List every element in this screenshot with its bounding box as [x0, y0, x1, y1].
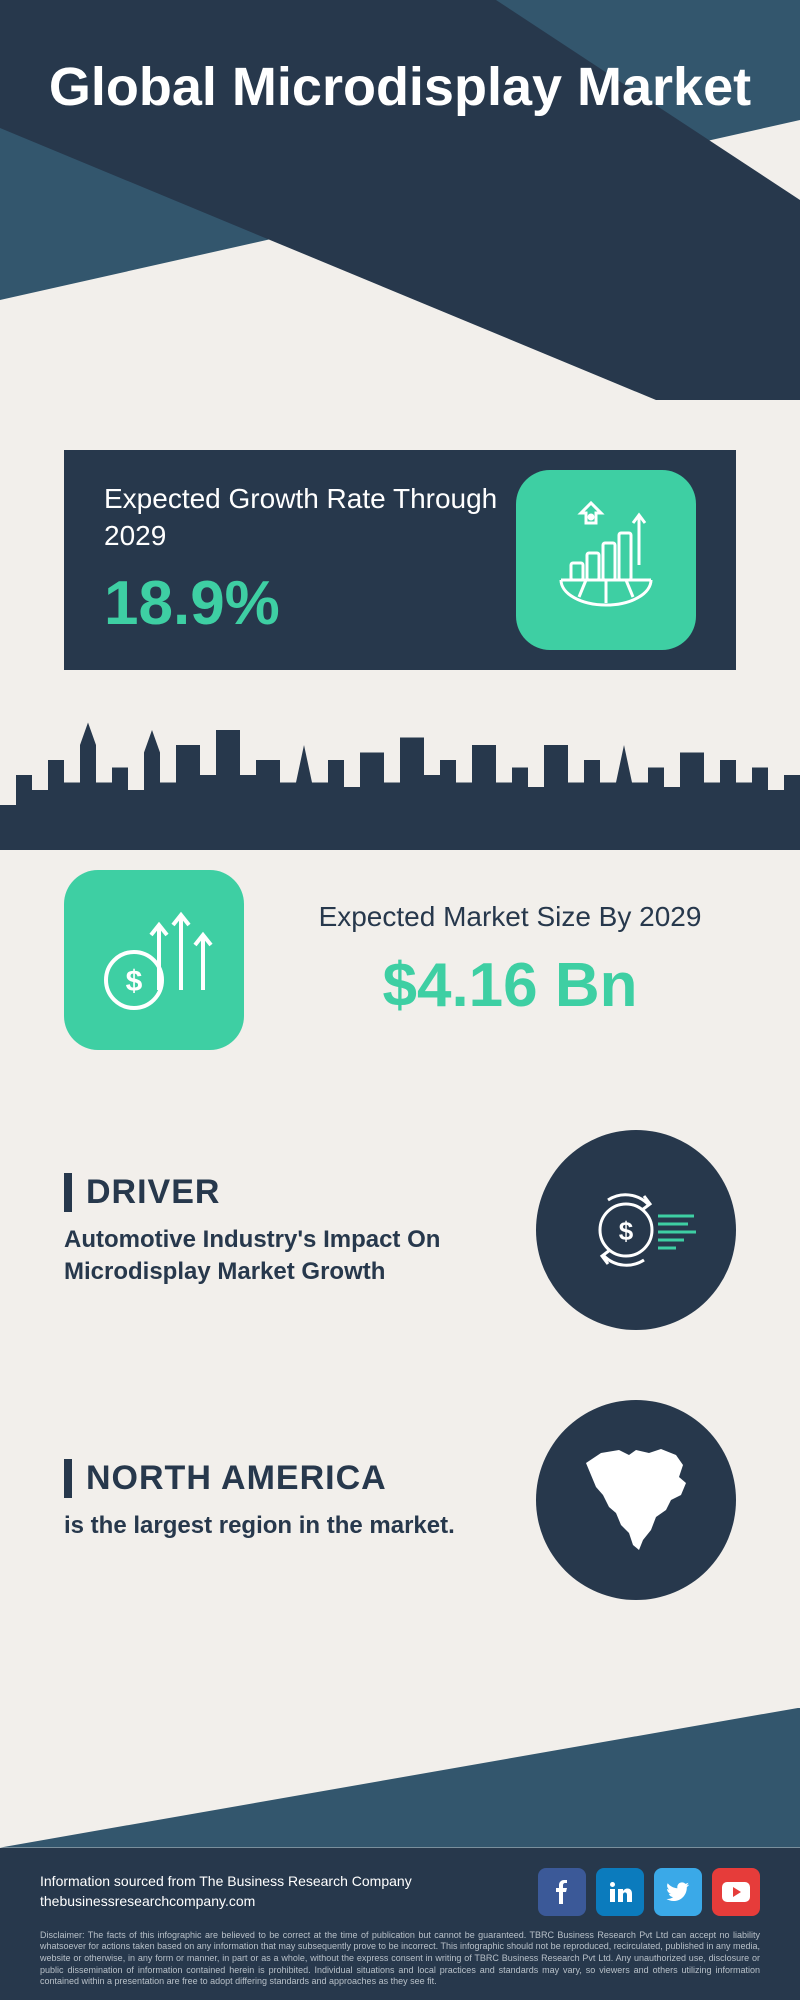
footer-bar: Information sourced from The Business Re… — [0, 1848, 800, 2000]
driver-heading: DRIVER — [64, 1173, 506, 1212]
stat-card-growth: Expected Growth Rate Through 2029 18.9% — [64, 450, 736, 670]
footer-triangle — [0, 1708, 800, 1848]
facebook-icon[interactable] — [538, 1868, 586, 1916]
footer: Information sourced from The Business Re… — [0, 1708, 800, 2000]
region-text: NORTH AMERICA is the largest region in t… — [64, 1459, 506, 1541]
social-links — [538, 1868, 760, 1916]
dollar-arrows-icon: $ — [64, 870, 244, 1050]
header: Global Microdisplay Market — [0, 0, 800, 400]
driver-text: DRIVER Automotive Industry's Impact On M… — [64, 1173, 506, 1286]
disclaimer-text: Disclaimer: The facts of this infographi… — [40, 1930, 760, 1988]
footer-top-row: Information sourced from The Business Re… — [40, 1868, 760, 1916]
stat-growth-text: Expected Growth Rate Through 2029 18.9% — [104, 481, 516, 639]
driver-body: Automotive Industry's Impact On Microdis… — [64, 1224, 506, 1286]
linkedin-icon[interactable] — [596, 1868, 644, 1916]
youtube-icon[interactable] — [712, 1868, 760, 1916]
page-title: Global Microdisplay Market — [0, 58, 800, 117]
svg-text:$: $ — [126, 965, 143, 998]
stat-marketsize-label: Expected Market Size By 2029 — [284, 899, 736, 935]
currency-flow-icon: $ — [536, 1130, 736, 1330]
stat-marketsize-value: $4.16 Bn — [284, 950, 736, 1021]
north-america-map-icon — [536, 1400, 736, 1600]
twitter-icon[interactable] — [654, 1868, 702, 1916]
stat-growth-label: Expected Growth Rate Through 2029 — [104, 481, 516, 554]
skyline-divider — [0, 700, 800, 850]
driver-block: DRIVER Automotive Industry's Impact On M… — [64, 1130, 736, 1330]
stat-marketsize-text: Expected Market Size By 2029 $4.16 Bn — [284, 899, 736, 1020]
region-heading: NORTH AMERICA — [64, 1459, 506, 1498]
region-body: is the largest region in the market. — [64, 1510, 506, 1541]
source-line-2: thebusinessresearchcompany.com — [40, 1892, 412, 1912]
region-block: NORTH AMERICA is the largest region in t… — [64, 1400, 736, 1600]
growth-chart-icon — [516, 470, 696, 650]
stat-card-marketsize: $ Expected Market Size By 2029 $4.16 Bn — [64, 870, 736, 1050]
footer-source: Information sourced from The Business Re… — [40, 1872, 412, 1911]
stat-growth-value: 18.9% — [104, 568, 516, 639]
svg-text:$: $ — [619, 1216, 634, 1246]
source-line-1: Information sourced from The Business Re… — [40, 1872, 412, 1892]
